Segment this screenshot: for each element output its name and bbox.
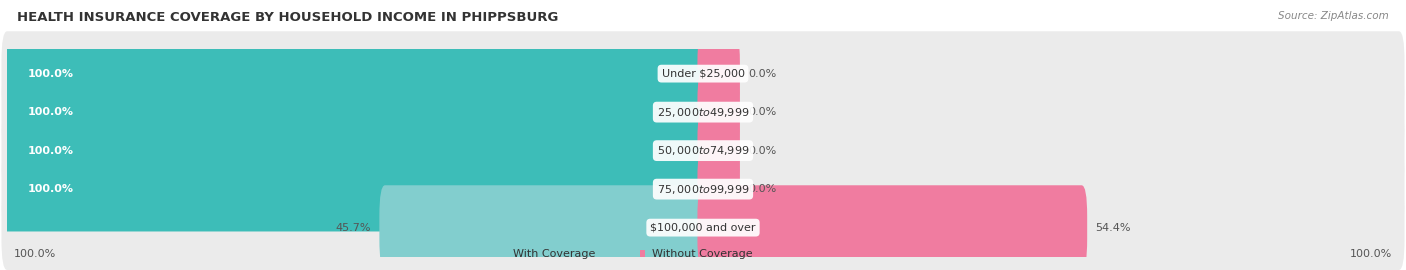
FancyBboxPatch shape	[1, 70, 1405, 154]
Text: Under $25,000: Under $25,000	[661, 69, 745, 79]
Text: 100.0%: 100.0%	[28, 146, 75, 156]
Text: 54.4%: 54.4%	[1095, 223, 1130, 233]
Text: $25,000 to $49,999: $25,000 to $49,999	[657, 106, 749, 119]
FancyBboxPatch shape	[697, 70, 740, 154]
Text: 100.0%: 100.0%	[1350, 249, 1392, 259]
FancyBboxPatch shape	[1, 147, 1405, 231]
Text: With Coverage: With Coverage	[513, 249, 595, 259]
FancyBboxPatch shape	[380, 185, 709, 270]
FancyBboxPatch shape	[697, 147, 740, 231]
Text: 0.0%: 0.0%	[748, 146, 776, 156]
FancyBboxPatch shape	[1, 147, 709, 231]
FancyBboxPatch shape	[697, 185, 1087, 270]
FancyBboxPatch shape	[697, 108, 740, 193]
Text: 0.0%: 0.0%	[748, 69, 776, 79]
Text: 100.0%: 100.0%	[14, 249, 56, 259]
Text: HEALTH INSURANCE COVERAGE BY HOUSEHOLD INCOME IN PHIPPSBURG: HEALTH INSURANCE COVERAGE BY HOUSEHOLD I…	[17, 11, 558, 24]
FancyBboxPatch shape	[1, 31, 709, 116]
Text: 100.0%: 100.0%	[28, 107, 75, 117]
FancyBboxPatch shape	[1, 108, 1405, 193]
FancyBboxPatch shape	[501, 249, 506, 258]
FancyBboxPatch shape	[640, 249, 645, 258]
Text: 0.0%: 0.0%	[748, 107, 776, 117]
Text: Without Coverage: Without Coverage	[652, 249, 752, 259]
FancyBboxPatch shape	[697, 31, 740, 116]
Text: $100,000 and over: $100,000 and over	[650, 223, 756, 233]
Text: 45.7%: 45.7%	[336, 223, 371, 233]
Text: 0.0%: 0.0%	[748, 184, 776, 194]
Text: 100.0%: 100.0%	[28, 69, 75, 79]
Text: $50,000 to $74,999: $50,000 to $74,999	[657, 144, 749, 157]
FancyBboxPatch shape	[1, 70, 709, 154]
FancyBboxPatch shape	[1, 108, 709, 193]
Text: 100.0%: 100.0%	[28, 184, 75, 194]
FancyBboxPatch shape	[1, 31, 1405, 116]
FancyBboxPatch shape	[1, 185, 1405, 270]
Text: Source: ZipAtlas.com: Source: ZipAtlas.com	[1278, 11, 1389, 21]
Text: $75,000 to $99,999: $75,000 to $99,999	[657, 183, 749, 196]
